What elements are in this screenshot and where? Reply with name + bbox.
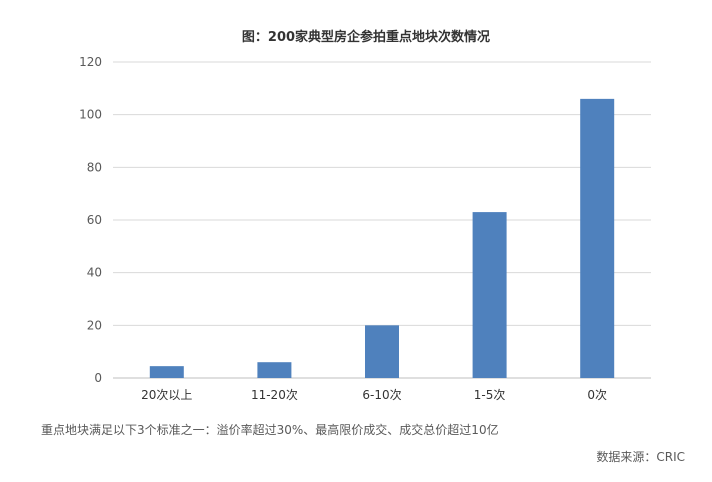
gridlines [113, 61, 651, 379]
y-tick-label: 100 [79, 108, 102, 122]
chart-title: 图：200家典型房企参拍重点地块次数情况 [242, 29, 490, 45]
y-tick-label: 120 [79, 55, 102, 69]
bars [149, 98, 615, 378]
source-note: 数据来源：CRIC [596, 450, 685, 464]
bar [365, 325, 399, 378]
x-tick-label: 1-5次 [474, 388, 506, 402]
y-tick-label: 80 [87, 160, 102, 174]
x-tick-label: 20次以上 [141, 388, 192, 402]
y-tick-label: 60 [87, 213, 102, 227]
bar [580, 98, 615, 378]
footnote: 重点地块满足以下3个标准之一：溢价率超过30%、最高限价成交、成交总价超过10亿 [41, 423, 499, 437]
bar [472, 212, 507, 378]
x-tick-label: 6-10次 [362, 388, 401, 402]
bar [257, 362, 292, 378]
y-tick-label: 0 [94, 371, 102, 385]
x-tick-label: 11-20次 [251, 388, 298, 402]
y-axis-ticks: 0 20 40 60 80 100 120 [79, 55, 102, 385]
x-axis-ticks: 20次以上 11-20次 6-10次 1-5次 0次 [141, 388, 607, 402]
y-tick-label: 40 [87, 266, 102, 280]
y-tick-label: 20 [87, 318, 102, 332]
x-tick-label: 0次 [587, 388, 607, 402]
bar-chart: 图：200家典型房企参拍重点地块次数情况 0 20 40 60 80 100 120 20次… [79, 29, 651, 402]
bar [149, 366, 184, 378]
